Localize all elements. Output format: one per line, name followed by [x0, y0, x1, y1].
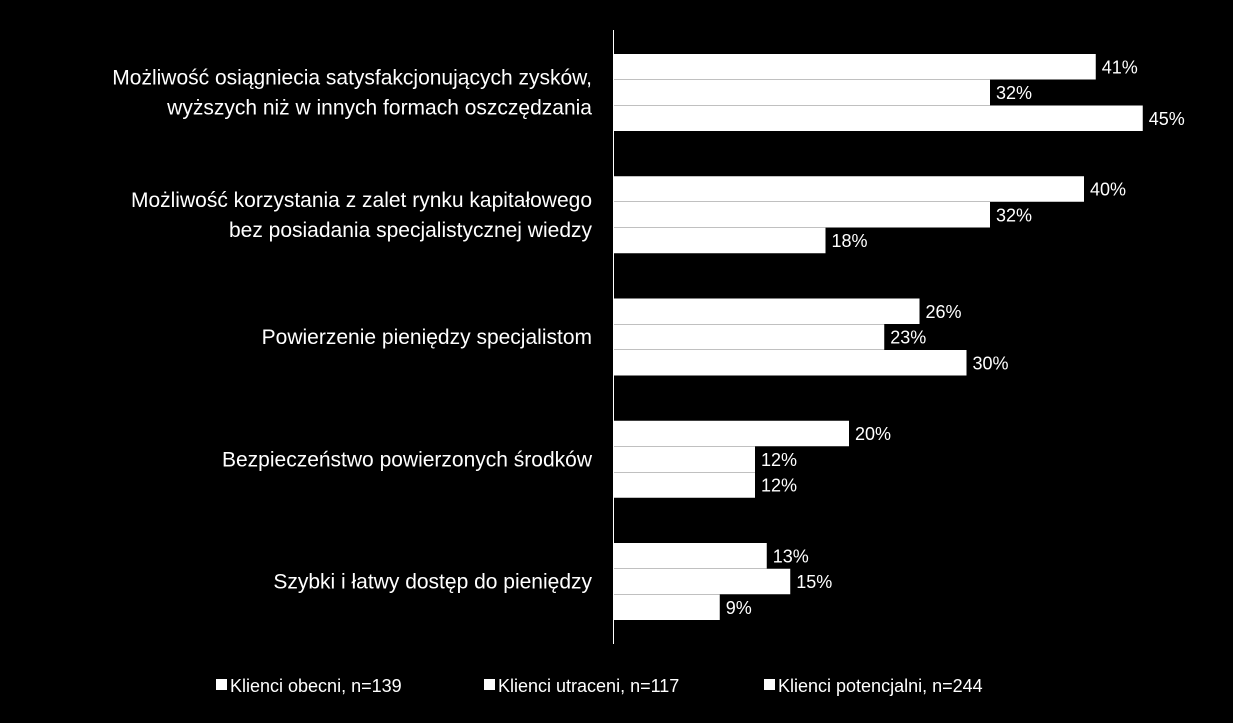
- data-label: 15%: [796, 572, 832, 592]
- bar-1: [614, 79, 990, 106]
- data-label: 26%: [926, 302, 962, 322]
- data-label: 23%: [890, 328, 926, 348]
- legend-swatch: [484, 679, 495, 690]
- legend-label: Klienci utraceni, n=117: [498, 676, 679, 696]
- bar-2: [614, 105, 1143, 131]
- category-label: Możliwość osiągniecia satysfakcjonującyc…: [112, 67, 592, 90]
- category-label: Możliwość korzystania z zalet rynku kapi…: [131, 189, 592, 212]
- data-label: 20%: [855, 424, 891, 444]
- bar-2: [614, 472, 755, 498]
- data-label: 12%: [761, 476, 797, 496]
- bar-1: [614, 568, 791, 595]
- value-labels: 41% 32% 45% 40% 32% 18% 26%23% 30% 20% 12% 12% 13% 1…: [726, 57, 1185, 618]
- bar-0: [614, 543, 767, 569]
- bar-0: [614, 54, 1096, 80]
- data-label: 30%: [973, 353, 1009, 373]
- data-label: 12%: [761, 450, 797, 470]
- bar-2: [614, 594, 720, 620]
- bar-1: [614, 202, 990, 228]
- bar-1: [614, 324, 885, 350]
- category-label: bez posiadania specjalistycznej wiedzy: [229, 219, 593, 242]
- data-label: 18%: [832, 231, 868, 251]
- legend: Klienci obecni, n=139 Klienci utraceni, n…: [216, 676, 983, 696]
- category-label: Bezpieczeństwo powierzonych środków: [222, 448, 593, 471]
- bar-2: [614, 350, 967, 376]
- bars: [614, 54, 1143, 620]
- data-label: 32%: [996, 205, 1032, 225]
- bar-2: [614, 227, 826, 254]
- legend-label: Klienci potencjalni, n=244: [778, 676, 983, 696]
- category-label: Szybki i łatwy dostęp do pieniędzy: [273, 571, 592, 594]
- legend-swatch: [216, 679, 227, 690]
- bar-0: [614, 176, 1084, 202]
- legend-label: Klienci obecni, n=139: [230, 676, 402, 696]
- data-label: 40%: [1090, 180, 1126, 200]
- category-label: wyższych niż w innych formach oszczędzan…: [166, 97, 592, 120]
- data-label: 9%: [726, 598, 752, 618]
- data-label: 13%: [773, 546, 809, 566]
- data-label: 41%: [1102, 57, 1138, 77]
- category-labels: Możliwość osiągniecia satysfakcjonującyc…: [112, 67, 593, 594]
- legend-swatch: [764, 679, 775, 690]
- data-label: 45%: [1149, 109, 1185, 129]
- category-label: Powierzenie pieniędzy specjalistom: [262, 326, 592, 349]
- bar-0: [614, 420, 849, 447]
- bar-1: [614, 446, 755, 472]
- data-label: 32%: [996, 83, 1032, 103]
- bar-0: [614, 298, 920, 324]
